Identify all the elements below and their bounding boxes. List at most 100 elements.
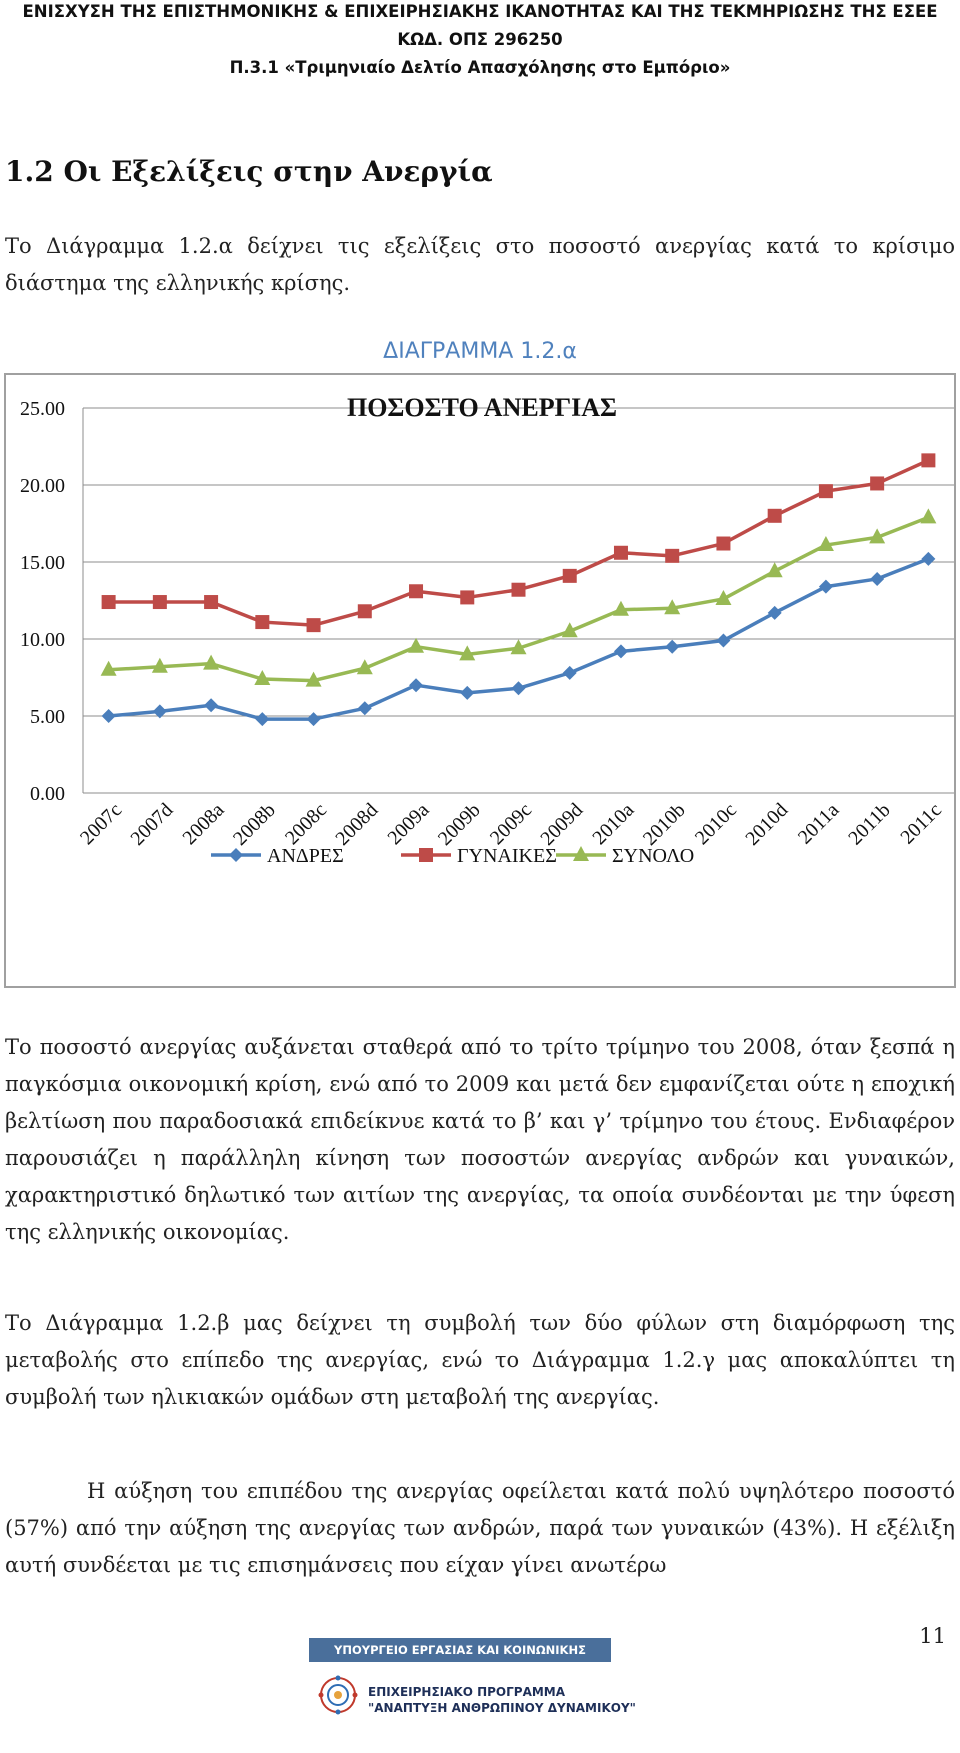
program-text: ΕΠΙΧΕΙΡΗΣΙΑΚΟ ΠΡΟΓΡΑΜΜΑ "ΑΝΑΠΤΥΞΗ ΑΝΘΡΩΠ… (368, 1684, 636, 1716)
x-tick-label: 2008c (281, 799, 331, 849)
x-tick-label: 2011a (794, 799, 844, 849)
legend-label: ΣΥΝΟΛΟ (612, 845, 694, 867)
data-point-diamond (357, 701, 372, 716)
x-tick-label: 2008a (178, 799, 228, 849)
data-point-triangle (408, 637, 425, 653)
x-tick-label: 2008b (229, 799, 280, 850)
data-point-square (306, 618, 321, 633)
data-point-diamond (152, 704, 167, 719)
x-tick-label: 2010d (741, 799, 792, 850)
data-point-triangle (203, 654, 220, 670)
page-number: 11 (919, 1624, 946, 1648)
data-point-diamond (562, 665, 577, 680)
data-point-diamond (921, 551, 936, 566)
data-point-diamond (818, 579, 833, 594)
data-point-square (562, 568, 577, 583)
paragraph-diagrams: Το Διάγραμμα 1.2.β μας δείχνει τη συμβολ… (5, 1311, 955, 1409)
data-point-square (921, 453, 936, 468)
program-line-2: "ΑΝΑΠΤΥΞΗ ΑΝΘΡΩΠΙΝΟΥ ΔΥΝΑΜΙΚΟΥ" (368, 1701, 636, 1715)
data-point-square (204, 595, 219, 610)
x-tick-label: 2011c (896, 799, 946, 849)
x-tick-label: 2010b (639, 799, 690, 850)
data-point-square (255, 615, 270, 630)
program-line-1: ΕΠΙΧΕΙΡΗΣΙΑΚΟ ΠΡΟΓΡΑΜΜΑ (368, 1685, 566, 1699)
data-point-triangle (715, 589, 732, 605)
data-point-triangle (573, 846, 589, 861)
data-point-diamond (101, 709, 116, 723)
data-point-square (716, 536, 731, 551)
data-point-triangle (305, 671, 322, 687)
data-point-diamond (229, 848, 243, 862)
x-tick-label: 2009a (383, 799, 433, 849)
x-tick-label: 2010a (588, 799, 638, 849)
y-tick-label: 25.00 (20, 398, 65, 420)
y-tick-label: 10.00 (20, 629, 65, 651)
data-point-diamond (460, 685, 475, 700)
data-point-triangle (151, 657, 168, 673)
diagram-caption: ΔΙΑΓΡΑΜΜΑ 1.2.α (383, 339, 577, 364)
chart-gridlines (83, 407, 954, 717)
paragraph-gender-share: Η αύξηση του επιπέδου της ανεργίας οφείλ… (5, 1479, 955, 1577)
legend-label: ΓΥΝΑΙΚΕΣ (457, 845, 557, 867)
data-point-diamond (665, 639, 680, 654)
data-point-square (460, 590, 475, 605)
data-point-diamond (767, 605, 782, 620)
y-tick-label: 5.00 (30, 706, 65, 728)
header-line-3: Π.3.1 «Τριμηνιαίο Δελτίο Απασχόλησης στο… (229, 58, 731, 77)
chart-series (100, 453, 937, 727)
data-point-diamond (511, 681, 526, 696)
x-tick-label: 2007c (76, 799, 126, 849)
data-point-triangle (100, 660, 117, 676)
y-tick-label: 15.00 (20, 552, 65, 574)
y-tick-label: 0.00 (30, 783, 65, 805)
data-point-square (152, 595, 167, 610)
paragraph-trend: Το ποσοστό ανεργίας αυξάνεται σταθερά απ… (5, 1035, 955, 1244)
series-3 (100, 508, 937, 687)
data-point-square (818, 484, 833, 499)
x-tick-label: 2008d (331, 799, 382, 850)
x-tick-label: 2007d (126, 799, 177, 850)
series-1 (101, 551, 936, 727)
data-point-diamond (204, 698, 219, 713)
data-point-square (357, 604, 372, 619)
ministry-banner: ΥΠΟΥΡΓΕΙΟ ΕΡΓΑΣΙΑΣ ΚΑΙ ΚΟΙΝΩΝΙΚΗΣ ΑΣΦΑΛΙ… (309, 1638, 611, 1681)
data-point-square (101, 595, 116, 610)
x-tick-label: 2009d (536, 799, 587, 850)
data-point-square (419, 848, 433, 862)
data-point-triangle (254, 670, 271, 686)
header-line-2: ΚΩΔ. ΟΠΣ 296250 (397, 30, 563, 49)
data-point-diamond (870, 571, 885, 586)
data-point-triangle (561, 622, 578, 638)
data-point-diamond (306, 712, 321, 727)
data-point-diamond (409, 678, 424, 693)
data-point-triangle (869, 528, 886, 544)
data-point-square (665, 548, 680, 563)
legend-label: ΑΝΔΡΕΣ (267, 845, 344, 867)
x-tick-label: 2009b (434, 799, 485, 850)
chart-legend: ΑΝΔΡΕΣ ΓΥΝΑΙΚΕΣ ΣΥΝΟΛΟ (211, 845, 694, 867)
data-point-triangle (664, 599, 681, 615)
data-point-triangle (817, 536, 834, 552)
y-tick-label: 20.00 (20, 475, 65, 497)
data-point-triangle (459, 645, 476, 661)
data-point-square (511, 582, 526, 597)
data-point-square (767, 508, 782, 523)
data-point-square (613, 545, 628, 560)
legend-item: ΣΥΝΟΛΟ (556, 845, 694, 867)
data-point-square (870, 476, 885, 491)
data-point-square (409, 584, 424, 599)
data-point-diamond (255, 712, 270, 727)
paragraph-intro: Το Διάγραμμα 1.2.α δείχνει τις εξελίξεις… (5, 234, 955, 295)
section-title: 1.2 Οι Εξελίξεις στην Ανεργία (5, 155, 493, 188)
data-point-triangle (766, 562, 783, 578)
data-point-triangle (612, 600, 629, 616)
header-line-1: ΕΝΙΣΧΥΣΗ ΤΗΣ ΕΠΙΣΤΗΜΟΝΙΚΗΣ & ΕΠΙΧΕΙΡΗΣΙΑ… (22, 2, 938, 21)
legend-item: ΓΥΝΑΙΚΕΣ (401, 845, 557, 867)
data-point-triangle (920, 508, 937, 524)
x-tick-label: 2010c (691, 799, 741, 849)
series-2 (101, 453, 936, 633)
data-point-triangle (356, 659, 373, 675)
chart-frame: 0.00 5.00 10.00 15.00 20.00 25.00 2007c 2007d 20… (4, 373, 956, 988)
